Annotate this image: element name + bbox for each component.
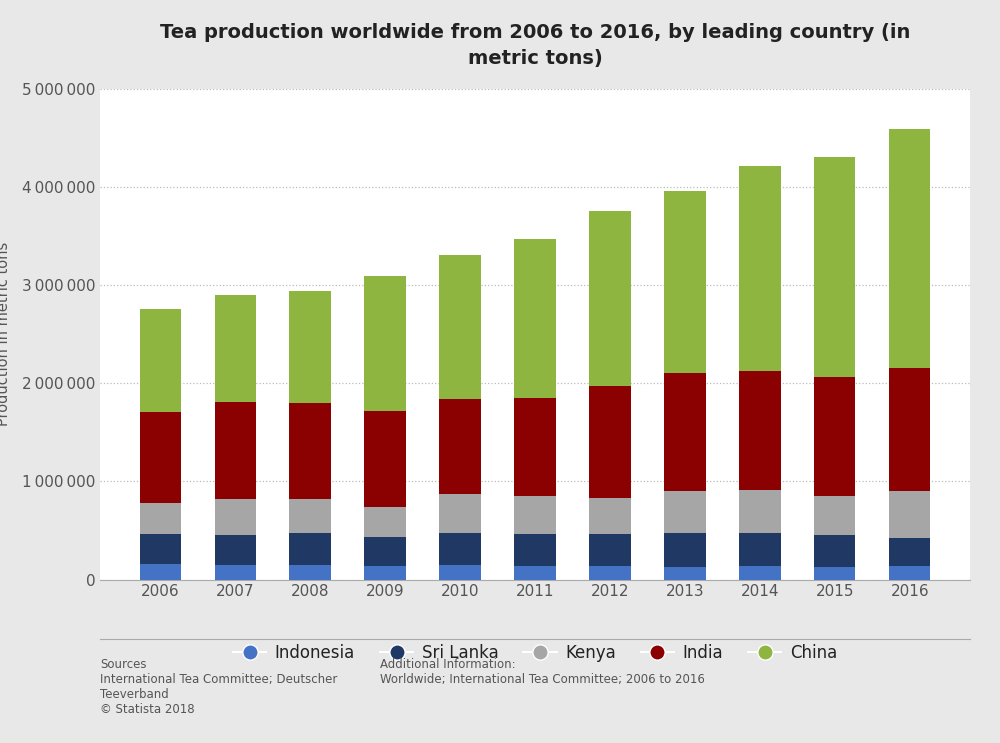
Bar	[439, 533, 481, 565]
Bar	[589, 386, 631, 498]
Bar	[439, 565, 481, 580]
Bar	[664, 567, 706, 580]
Bar	[589, 211, 631, 386]
Bar	[364, 566, 406, 580]
Bar	[140, 503, 181, 533]
Bar	[215, 295, 256, 403]
Bar	[814, 496, 855, 535]
Bar	[289, 499, 331, 533]
Bar	[140, 564, 181, 580]
Bar	[140, 309, 181, 412]
Bar	[589, 533, 631, 566]
Bar	[514, 565, 556, 580]
Bar	[739, 490, 781, 533]
Bar	[739, 533, 781, 566]
Bar	[514, 398, 556, 496]
Bar	[814, 377, 855, 496]
Bar	[664, 491, 706, 533]
Bar	[739, 166, 781, 371]
Bar	[664, 373, 706, 491]
Bar	[289, 565, 331, 580]
Bar	[364, 507, 406, 537]
Bar	[289, 291, 331, 403]
Bar	[739, 371, 781, 490]
Bar	[140, 412, 181, 503]
Bar	[889, 369, 930, 491]
Bar	[889, 491, 930, 538]
Bar	[739, 566, 781, 580]
Bar	[889, 538, 930, 566]
Bar	[514, 496, 556, 533]
Bar	[364, 276, 406, 411]
Bar	[664, 191, 706, 373]
Bar	[514, 239, 556, 398]
Y-axis label: Production in metric tons: Production in metric tons	[0, 242, 11, 426]
Bar	[589, 566, 631, 580]
Bar	[439, 399, 481, 494]
Title: Tea production worldwide from 2006 to 2016, by leading country (in
metric tons): Tea production worldwide from 2006 to 20…	[160, 22, 910, 68]
Bar	[289, 533, 331, 565]
Bar	[289, 403, 331, 499]
Bar	[215, 535, 256, 565]
Bar	[215, 565, 256, 580]
Bar	[215, 499, 256, 535]
Bar	[140, 533, 181, 564]
Text: Sources
International Tea Committee; Deutscher
Teeverband
© Statista 2018: Sources International Tea Committee; Deu…	[100, 658, 337, 716]
Bar	[814, 567, 855, 580]
Legend: Indonesia, Sri Lanka, Kenya, India, China: Indonesia, Sri Lanka, Kenya, India, Chin…	[226, 637, 844, 668]
Bar	[889, 129, 930, 369]
Bar	[889, 566, 930, 580]
Text: Additional Information:
Worldwide; International Tea Committee; 2006 to 2016: Additional Information: Worldwide; Inter…	[380, 658, 705, 686]
Bar	[589, 498, 631, 533]
Bar	[215, 403, 256, 499]
Bar	[364, 537, 406, 566]
Bar	[439, 256, 481, 399]
Bar	[364, 411, 406, 507]
Bar	[814, 157, 855, 377]
Bar	[514, 533, 556, 565]
Bar	[814, 535, 855, 567]
Bar	[439, 494, 481, 533]
Bar	[664, 533, 706, 567]
